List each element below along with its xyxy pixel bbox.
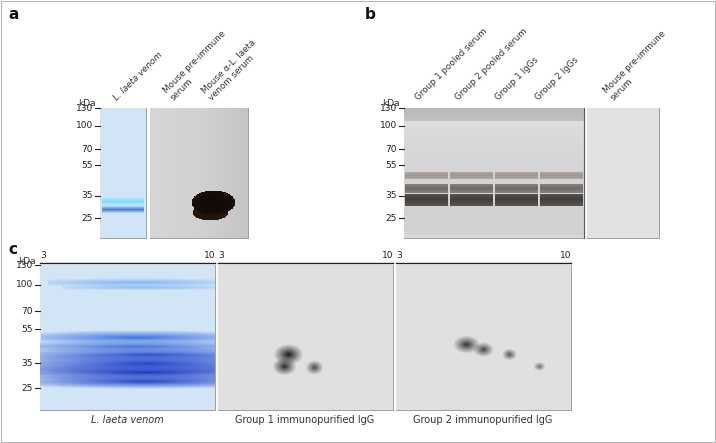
Text: kDa: kDa (78, 98, 96, 108)
Text: 100: 100 (16, 280, 33, 289)
Text: 70: 70 (21, 307, 33, 316)
Text: 55: 55 (21, 325, 33, 334)
Text: 35: 35 (82, 191, 93, 200)
Text: a: a (8, 7, 19, 22)
Text: b: b (365, 7, 376, 22)
Text: Mouse pre-immune
serum: Mouse pre-immune serum (162, 29, 234, 102)
Text: Group 2 immunopurified IgG: Group 2 immunopurified IgG (413, 415, 553, 425)
Text: 10: 10 (559, 251, 571, 260)
Text: 10: 10 (203, 251, 215, 260)
Bar (100, 108, 146, 238)
Text: 3: 3 (40, 251, 46, 260)
Text: 130: 130 (379, 104, 397, 113)
Bar (150, 108, 248, 238)
Text: Mouse pre-immune
serum: Mouse pre-immune serum (601, 29, 674, 102)
Bar (40, 265, 215, 410)
Text: 35: 35 (385, 191, 397, 200)
Text: 55: 55 (385, 161, 397, 170)
Text: 100: 100 (379, 121, 397, 130)
Text: 25: 25 (386, 214, 397, 222)
Text: Group 1 pooled serum: Group 1 pooled serum (414, 27, 489, 102)
Text: 10: 10 (382, 251, 393, 260)
Bar (404, 108, 584, 238)
Text: Group 2 IgGs: Group 2 IgGs (533, 55, 580, 102)
Text: 3: 3 (218, 251, 223, 260)
Text: 25: 25 (82, 214, 93, 222)
Text: 3: 3 (396, 251, 402, 260)
Text: 100: 100 (76, 121, 93, 130)
Text: 70: 70 (82, 145, 93, 154)
Text: Group 1 immunopurified IgG: Group 1 immunopurified IgG (236, 415, 374, 425)
Text: 55: 55 (82, 161, 93, 170)
Text: 130: 130 (76, 104, 93, 113)
Text: 35: 35 (21, 359, 33, 368)
Text: kDa: kDa (19, 257, 36, 267)
Text: c: c (8, 242, 17, 257)
Bar (218, 265, 393, 410)
Text: Mouse α-L. laeta
venom serum: Mouse α-L. laeta venom serum (200, 38, 264, 102)
Text: 130: 130 (16, 260, 33, 269)
Bar (396, 265, 571, 410)
Text: 70: 70 (385, 145, 397, 154)
Text: Group 2 pooled serum: Group 2 pooled serum (454, 27, 529, 102)
Text: kDa: kDa (382, 98, 400, 108)
Text: 25: 25 (21, 384, 33, 393)
Bar (587, 108, 659, 238)
Text: L. laeta venom: L. laeta venom (112, 50, 164, 102)
Text: L. laeta venom: L. laeta venom (91, 415, 163, 425)
Text: Group 1 IgGs: Group 1 IgGs (493, 55, 541, 102)
